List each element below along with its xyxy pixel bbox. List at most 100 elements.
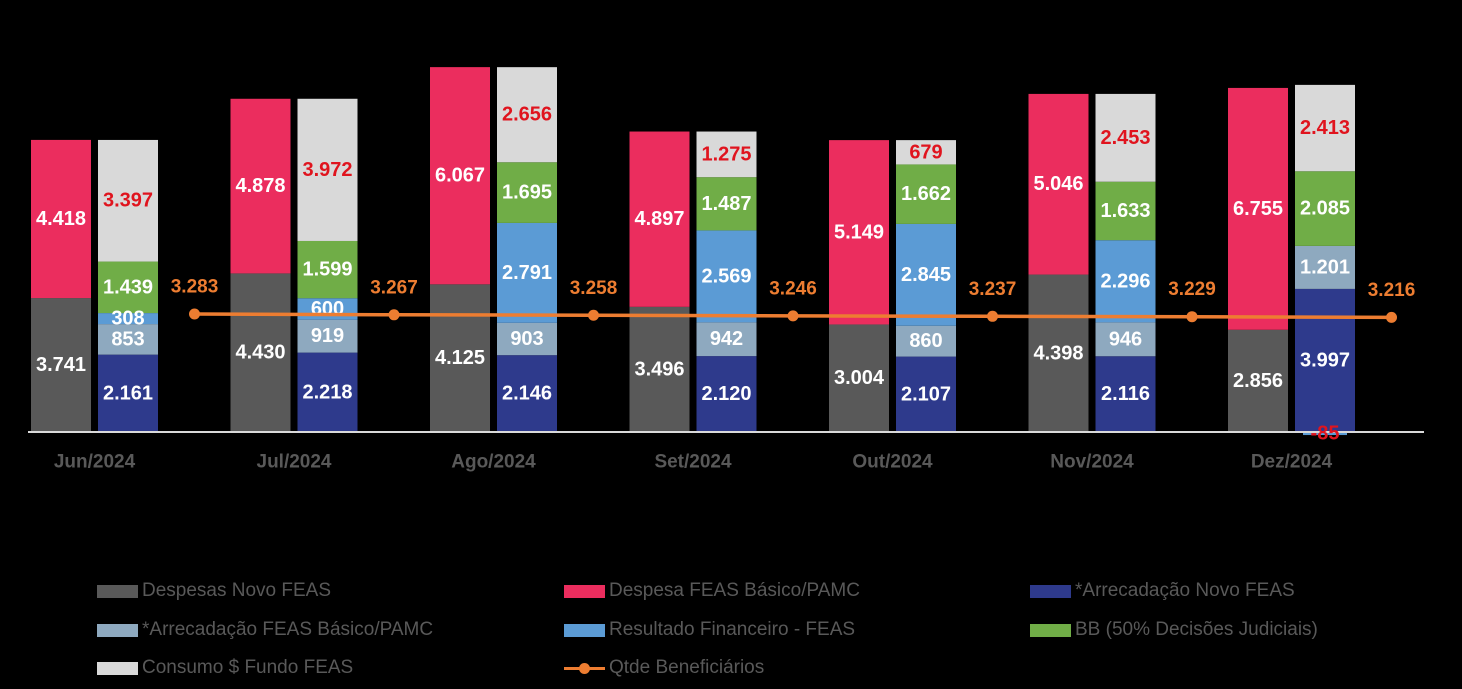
bar-segment-arrecadacao_basico xyxy=(98,324,158,355)
legend-swatch xyxy=(97,661,138,675)
x-axis-tick-label: Jul/2024 xyxy=(257,452,332,473)
bar-segment-despesa_basico xyxy=(230,98,291,274)
bar-segment-arrecadacao_basico xyxy=(297,319,358,353)
legend-item-bb: BB (50% Decisões Judiciais) xyxy=(1030,615,1318,645)
legend-item-resultado-financeiro: Resultado Financeiro - FEAS xyxy=(564,615,855,645)
line-point xyxy=(388,309,400,321)
legend-label: *Arrecadação Novo FEAS xyxy=(1075,580,1295,601)
bar-segment-bb xyxy=(98,261,158,314)
data-label-resultado_financeiro: 2.791 xyxy=(502,262,552,284)
data-label-despesas_novo: 4.398 xyxy=(1033,342,1083,364)
data-label-consumo_fundo: 679 xyxy=(909,141,942,163)
bar-segment-bb xyxy=(1095,181,1156,241)
bar-segment-despesa_basico xyxy=(829,140,889,325)
data-label-consumo_fundo: 2.413 xyxy=(1300,117,1350,139)
bar-segment-consumo_fundo xyxy=(497,67,557,163)
data-label-arrecadacao_novo: 2.218 xyxy=(302,381,352,403)
data-label-bb: 1.662 xyxy=(901,183,951,205)
data-label-resultado_financeiro: 2.569 xyxy=(701,265,751,287)
data-label-despesa_basico: 4.897 xyxy=(634,208,684,230)
legend-item-despesas-novo: Despesas Novo FEAS xyxy=(97,576,331,606)
bar-segment-consumo_fundo xyxy=(896,140,956,165)
legend-item-despesa-basico: Despesa FEAS Básico/PAMC xyxy=(564,576,860,606)
data-label-despesa_basico: 6.755 xyxy=(1233,198,1283,220)
x-axis-tick-label: Set/2024 xyxy=(654,452,732,473)
legend-swatch xyxy=(564,584,605,598)
bar-segment-arrecadacao_basico xyxy=(497,322,557,356)
data-label-consumo_fundo: 1.275 xyxy=(701,143,751,165)
x-axis-tick-label: Out/2024 xyxy=(852,452,933,473)
data-label-despesa_basico: 4.418 xyxy=(36,208,86,230)
stacked-bar-chart: Jun/2024 Jul/2024 Ago/2024 Set/2024 Out/2024… xyxy=(28,67,1424,473)
data-label-resultado_financeiro: 2.845 xyxy=(901,264,951,286)
legend-label: *Arrecadação FEAS Básico/PAMC xyxy=(142,619,434,640)
data-label-arrecadacao_basico: 946 xyxy=(1109,328,1142,350)
bar-segment-bb xyxy=(497,162,557,223)
bar-segment-arrecadacao_novo xyxy=(1095,356,1156,432)
bar-segment-arrecadacao_basico xyxy=(696,322,757,357)
data-label-consumo_fundo: 3.972 xyxy=(302,159,352,181)
data-label-despesas_novo: 3.741 xyxy=(36,354,86,376)
bar-segment-arrecadacao_novo xyxy=(297,352,358,432)
bar-segment-arrecadacao_novo xyxy=(696,356,757,432)
data-label-bb: 1.487 xyxy=(701,193,751,215)
legend-label: BB (50% Decisões Judiciais) xyxy=(1075,619,1318,640)
bar-segment-arrecadacao_basico xyxy=(896,325,956,357)
bar-segment-resultado_financeiro xyxy=(896,223,956,326)
legend-label: Despesas Novo FEAS xyxy=(142,580,332,601)
bar-segment-arrecadacao_basico xyxy=(1095,322,1156,357)
data-label-bb: 1.633 xyxy=(1100,200,1150,222)
bar-segment-despesas_novo xyxy=(1228,329,1288,432)
data-label-arrecadacao_novo: 2.146 xyxy=(502,383,552,405)
bar-segment-bb xyxy=(1295,171,1355,246)
data-label-despesas_novo: 2.856 xyxy=(1233,370,1283,392)
legend-item-arrecadacao-basico: *Arrecadação FEAS Básico/PAMC xyxy=(97,615,433,645)
data-label-despesa_basico: 5.046 xyxy=(1033,173,1083,195)
bar-segment-despesas_novo xyxy=(829,324,889,432)
legend-item-arrecadacao-novo: *Arrecadação Novo FEAS xyxy=(1030,576,1295,606)
data-label-resultado_financeiro: 600 xyxy=(311,298,344,320)
line-point xyxy=(1186,311,1198,323)
data-label-resultado_financeiro: 308 xyxy=(111,308,144,330)
legend-label: Resultado Financeiro - FEAS xyxy=(609,619,856,640)
data-label-despesas_novo: 3.004 xyxy=(834,367,885,389)
data-label-consumo_fundo: 2.656 xyxy=(502,104,552,126)
bar-segment-despesa_basico xyxy=(430,67,490,285)
data-label-despesas_novo: 3.496 xyxy=(634,358,684,380)
legend-swatch xyxy=(1030,623,1071,637)
bar-segment-despesas_novo xyxy=(31,298,91,432)
bar-segment-despesas_novo xyxy=(230,273,291,432)
data-label-consumo_fundo: 3.397 xyxy=(103,190,153,212)
line-point xyxy=(189,308,200,320)
data-label-bb: 1.695 xyxy=(502,182,552,204)
x-axis-tick-label: Dez/2024 xyxy=(1251,452,1333,473)
legend-swatch xyxy=(564,623,605,637)
bar-segment-resultado_financeiro xyxy=(696,230,757,323)
bar-segment-consumo_fundo xyxy=(98,139,158,262)
bar-segment-consumo_fundo xyxy=(696,131,757,178)
legend-line-marker xyxy=(564,662,605,675)
bar-segment-arrecadacao_novo xyxy=(497,355,557,432)
legend-swatch xyxy=(1030,584,1071,598)
line-point xyxy=(1386,311,1397,323)
bar-segment-consumo_fundo xyxy=(1095,93,1156,182)
bar-segment-despesas_novo xyxy=(1028,274,1089,432)
data-label-arrecadacao_basico: 1.201 xyxy=(1300,256,1350,278)
line-point xyxy=(987,310,998,322)
data-label-arrecadacao_novo: 2.120 xyxy=(701,383,751,405)
bar-segment-despesa_basico xyxy=(1028,93,1089,275)
legend-label: Qtde Beneficiários xyxy=(609,657,765,678)
legend-swatch xyxy=(97,623,138,637)
x-axis-tick-label: Jun/2024 xyxy=(54,452,136,473)
data-label-despesa_basico: 6.067 xyxy=(435,165,485,187)
bar-segment-resultado_financeiro xyxy=(98,313,158,325)
data-label-bb: 2.085 xyxy=(1300,198,1350,220)
bar-segment-arrecadacao_novo xyxy=(98,354,158,432)
bar-segment-despesa_basico xyxy=(31,139,91,299)
data-label-arrecadacao_novo: 3.997 xyxy=(1300,349,1350,371)
line-data-label: 3.229 xyxy=(1168,279,1216,300)
bar-segment-bb xyxy=(896,164,956,224)
legend-swatch xyxy=(97,584,138,598)
data-label-resultado_financeiro: 2.296 xyxy=(1100,270,1150,292)
chart-legend: Despesas Novo FEAS Despesa FEAS Básico/P… xyxy=(0,570,1462,689)
